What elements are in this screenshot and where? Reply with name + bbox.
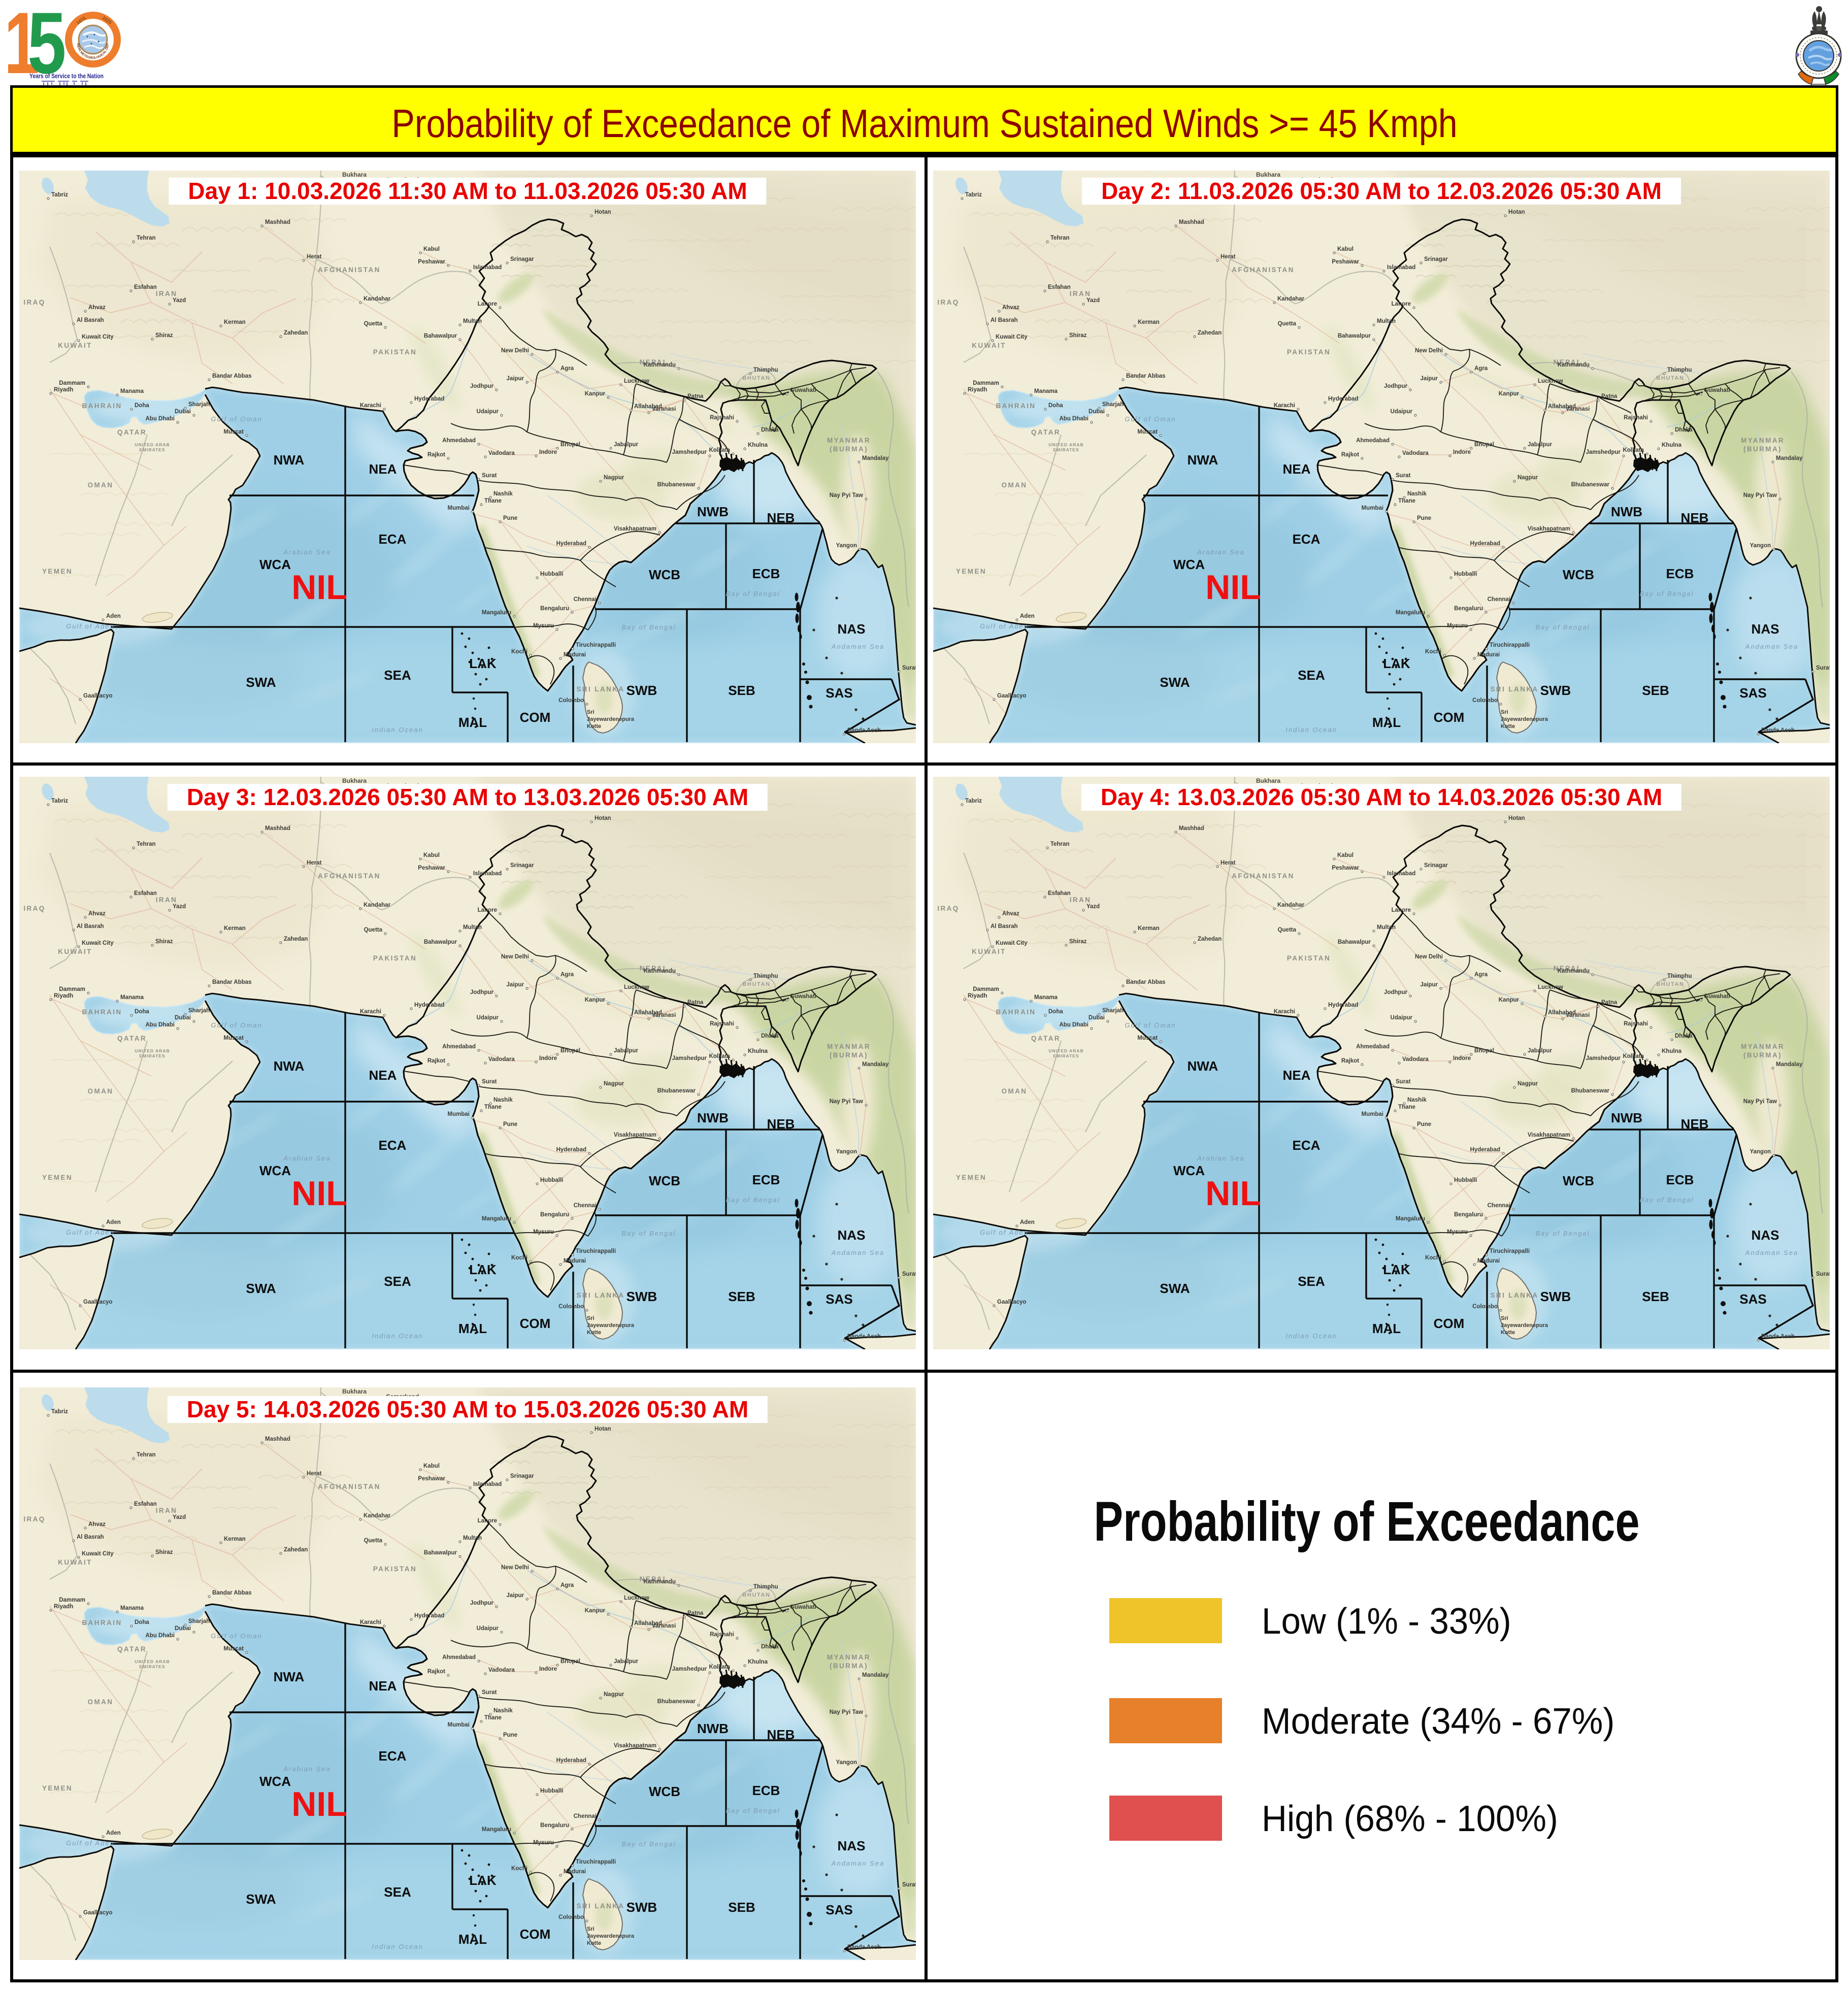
- svg-text:1: 1: [7, 5, 39, 89]
- svg-text:5: 5: [27, 5, 67, 89]
- svg-text:Years of Service to the Nation: Years of Service to the Nation: [29, 72, 104, 80]
